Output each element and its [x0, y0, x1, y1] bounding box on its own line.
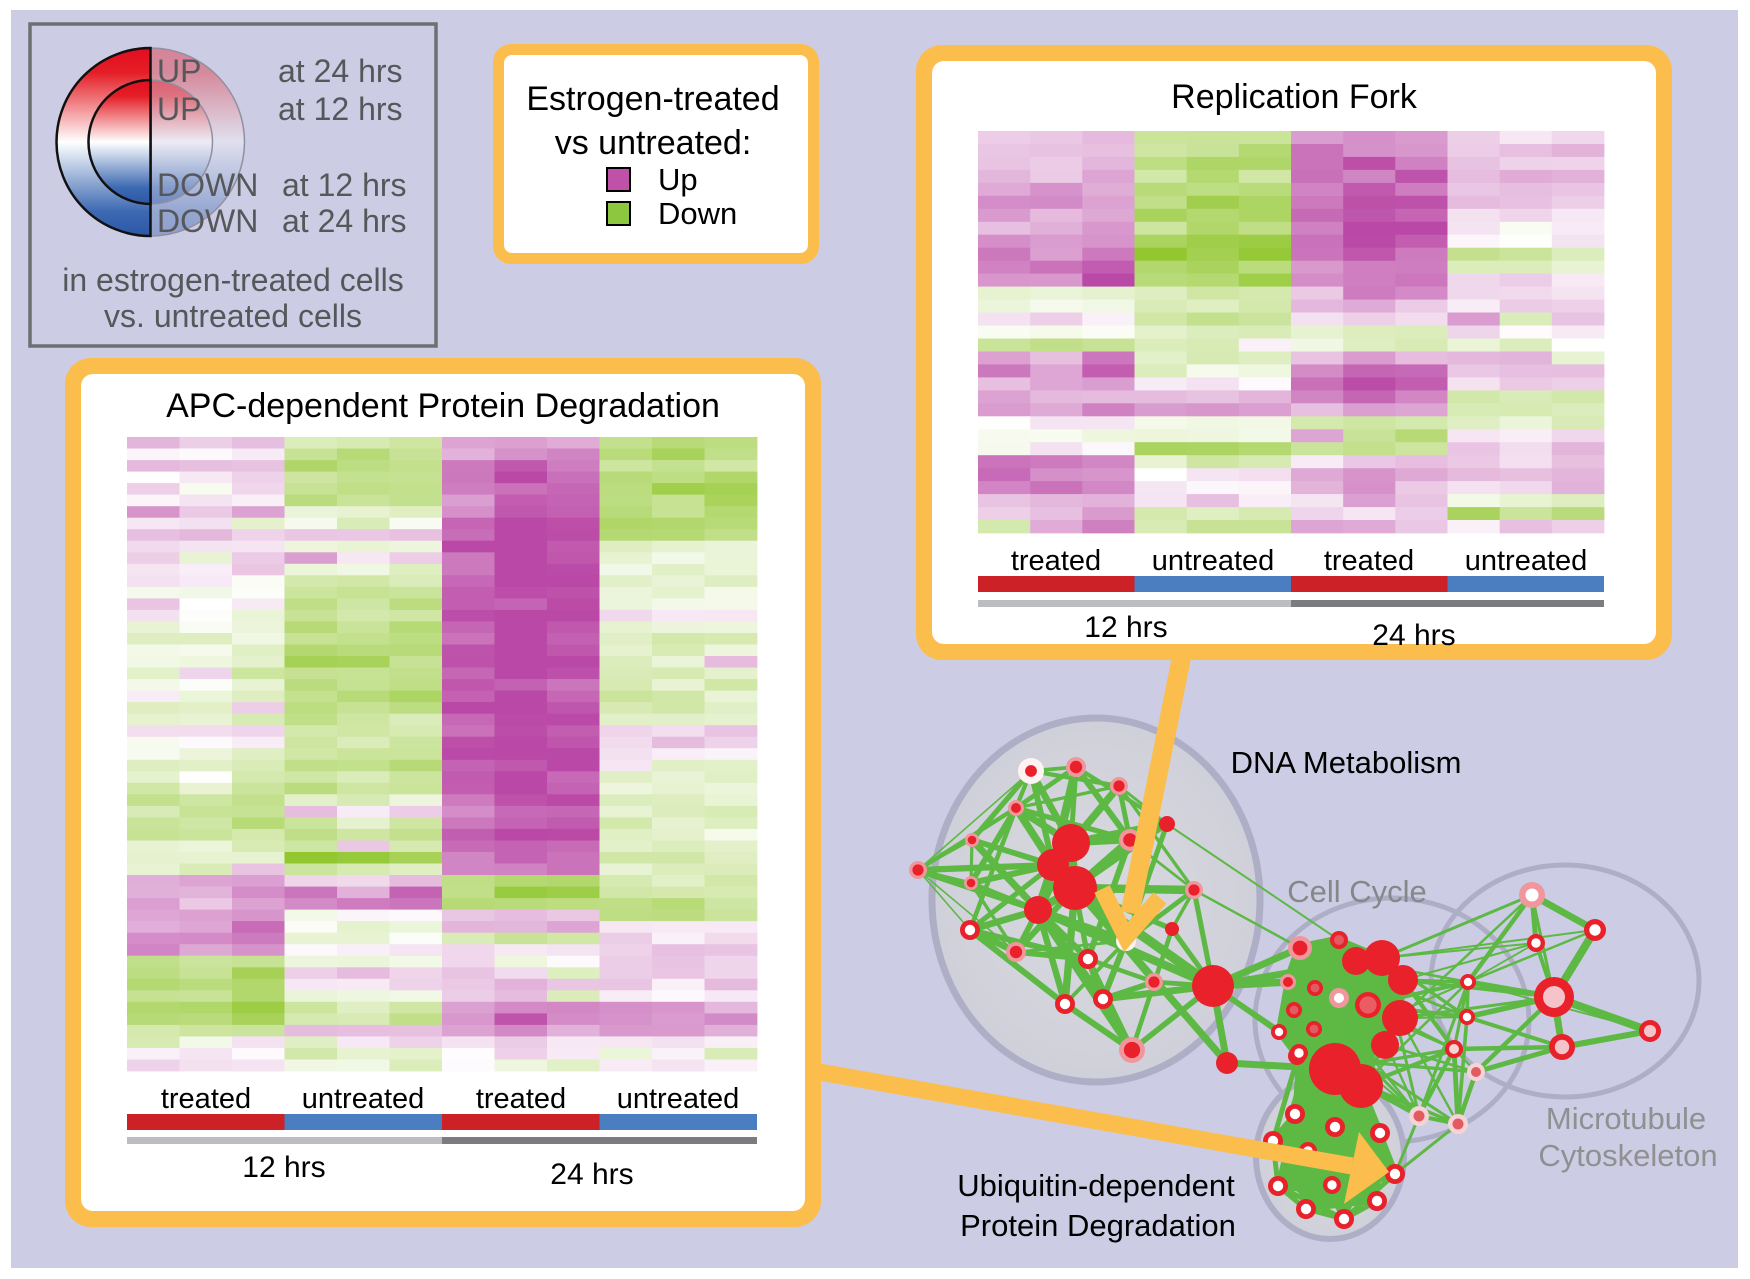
svg-text:Replication Fork: Replication Fork — [1171, 78, 1418, 116]
svg-text:Down: Down — [658, 196, 737, 231]
svg-text:Ubiquitin-dependent: Ubiquitin-dependent — [957, 1168, 1235, 1203]
svg-text:treated: treated — [476, 1083, 566, 1115]
svg-text:24 hrs: 24 hrs — [1372, 619, 1455, 652]
svg-text:vs. untreated cells: vs. untreated cells — [104, 298, 362, 334]
svg-text:Up: Up — [658, 162, 698, 197]
svg-text:12 hrs: 12 hrs — [1084, 611, 1167, 644]
svg-text:in estrogen-treated cells: in estrogen-treated cells — [62, 262, 404, 298]
svg-text:treated: treated — [1011, 545, 1101, 577]
svg-text:Cell Cycle: Cell Cycle — [1287, 874, 1427, 909]
svg-text:Protein Degradation: Protein Degradation — [960, 1208, 1236, 1243]
svg-text:UP: UP — [157, 53, 201, 89]
svg-text:at 24 hrs: at 24 hrs — [282, 203, 407, 239]
svg-text:APC-dependent Protein Degradat: APC-dependent Protein Degradation — [166, 387, 720, 425]
svg-text:vs untreated:: vs untreated: — [555, 124, 752, 162]
svg-text:at 24 hrs: at 24 hrs — [278, 53, 403, 89]
svg-text:untreated: untreated — [1465, 545, 1588, 577]
svg-text:at 12 hrs: at 12 hrs — [282, 167, 407, 203]
svg-text:DOWN: DOWN — [157, 203, 258, 239]
svg-text:untreated: untreated — [302, 1083, 425, 1115]
svg-text:UP: UP — [157, 91, 201, 127]
svg-text:untreated: untreated — [1152, 545, 1275, 577]
svg-text:Estrogen-treated: Estrogen-treated — [526, 80, 779, 118]
svg-text:DOWN: DOWN — [157, 167, 258, 203]
svg-text:24 hrs: 24 hrs — [550, 1158, 633, 1191]
svg-text:Cytoskeleton: Cytoskeleton — [1538, 1138, 1717, 1173]
svg-text:DNA Metabolism: DNA Metabolism — [1231, 745, 1462, 780]
svg-text:12 hrs: 12 hrs — [242, 1151, 325, 1184]
svg-text:treated: treated — [1324, 545, 1414, 577]
svg-text:Microtubule: Microtubule — [1546, 1101, 1706, 1136]
svg-text:at 12 hrs: at 12 hrs — [278, 91, 403, 127]
svg-text:untreated: untreated — [617, 1083, 740, 1115]
svg-text:treated: treated — [161, 1083, 251, 1115]
